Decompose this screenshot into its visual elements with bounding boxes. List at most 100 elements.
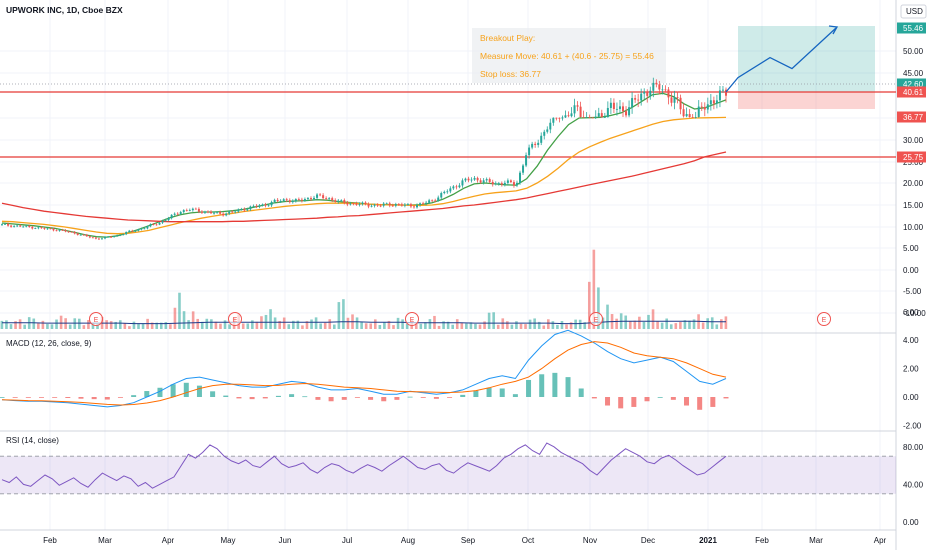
- volume-bar: [314, 317, 318, 329]
- candle-body: [440, 193, 443, 198]
- volume-bar: [64, 318, 67, 329]
- candle-body: [382, 203, 385, 206]
- candle-body: [173, 213, 176, 215]
- candle-body: [191, 208, 194, 211]
- macd-histogram-bar: [552, 372, 558, 397]
- volume-bar: [282, 317, 286, 329]
- macd-histogram-bar: [499, 388, 505, 397]
- candle-body: [464, 178, 467, 181]
- candle-body: [331, 198, 334, 201]
- volume-bar: [50, 324, 54, 329]
- candle-body: [258, 205, 261, 207]
- price-axis-tick: 45.00: [903, 69, 924, 78]
- macd-histogram-bar: [420, 397, 426, 398]
- volume-bar: [200, 321, 204, 329]
- volume-bar: [78, 318, 81, 329]
- candle-body: [325, 198, 328, 199]
- price-tag-stop: [897, 111, 926, 123]
- candle-body: [385, 203, 388, 205]
- candle-body: [19, 225, 22, 227]
- macd-histogram-bar: [52, 397, 58, 398]
- candle-body: [303, 199, 306, 201]
- candle-body: [512, 182, 515, 186]
- volume-bar: [501, 318, 505, 329]
- volume-bars: [0, 249, 728, 329]
- volume-bar: [688, 320, 691, 329]
- candle-body: [119, 235, 122, 236]
- currency-button[interactable]: [900, 4, 927, 19]
- candle-body: [455, 186, 458, 188]
- volume-bar: [615, 318, 618, 329]
- volume-bar: [710, 317, 714, 329]
- candle-body: [49, 228, 52, 230]
- volume-bar: [346, 317, 350, 329]
- candle-body: [634, 98, 637, 100]
- macd-histogram-bar: [104, 397, 110, 400]
- earnings-marker-label: E: [594, 317, 599, 324]
- volume-bar: [706, 318, 709, 329]
- volume-bar: [269, 309, 272, 329]
- annotation-box[interactable]: [472, 28, 666, 83]
- candle-body: [397, 204, 400, 205]
- candle-body: [73, 232, 76, 234]
- candle-body: [622, 106, 625, 112]
- candle-body: [679, 97, 682, 110]
- volume-bar: [310, 319, 313, 329]
- volume-bar: [537, 321, 541, 329]
- candle-body: [197, 208, 200, 212]
- take-profit-zone[interactable]: [738, 26, 875, 92]
- earnings-marker: [89, 312, 103, 326]
- macd-histogram-bar: [223, 395, 229, 397]
- time-axis-label: Apr: [874, 536, 887, 545]
- volume-bar: [55, 319, 58, 329]
- macd-axis-tick: 2.00: [903, 365, 919, 374]
- currency-label[interactable]: USD: [906, 7, 923, 16]
- candle-body: [155, 224, 158, 226]
- candle-body: [282, 199, 285, 201]
- macd-histogram-bar: [512, 394, 518, 397]
- macd-axis-tick: 4.00: [903, 336, 919, 345]
- macd-histogram-bar: [236, 397, 242, 399]
- candle-body: [655, 82, 658, 85]
- candle-body: [37, 227, 40, 229]
- price-axis-tick: 15.00: [903, 201, 924, 210]
- candle-body: [179, 212, 182, 214]
- candle-body: [10, 225, 13, 227]
- time-axis-label: Apr: [162, 536, 175, 545]
- volume-bar: [114, 321, 118, 329]
- candle-body: [22, 226, 25, 228]
- candle-body: [364, 202, 367, 205]
- volume-bar: [278, 320, 281, 329]
- volume-bar: [455, 319, 459, 329]
- stop-loss-zone[interactable]: [738, 92, 875, 109]
- macd-histogram-bar: [381, 397, 387, 402]
- volume-bar: [483, 321, 486, 329]
- volume-bar: [182, 311, 186, 329]
- annotation-stop-loss: Stop loss: 36.77: [480, 69, 541, 79]
- candle-body: [249, 206, 252, 210]
- candle-body: [688, 114, 691, 118]
- volume-bar: [96, 324, 99, 329]
- volume-bar: [196, 318, 199, 329]
- volume-bar: [164, 322, 168, 329]
- volume-bar: [364, 323, 368, 329]
- candle-body: [70, 231, 73, 233]
- volume-bar: [597, 287, 600, 329]
- macd-histogram-bar: [117, 397, 123, 398]
- candle-body: [170, 214, 173, 219]
- price-tag-label: 42.60: [903, 80, 924, 89]
- volume-bar: [465, 323, 468, 329]
- volume-bar: [287, 324, 291, 329]
- time-axis-label: Feb: [755, 536, 769, 545]
- earnings-marker: [589, 312, 603, 326]
- volume-bar: [460, 322, 464, 329]
- candle-body: [322, 195, 325, 199]
- earnings-marker-label: E: [233, 317, 238, 324]
- candle-body: [300, 199, 303, 201]
- candle-body: [631, 98, 634, 108]
- macd-axis-tick: 0.00: [903, 393, 919, 402]
- candle-body: [400, 204, 403, 206]
- candle-body: [255, 205, 258, 207]
- volume-bar: [446, 321, 450, 329]
